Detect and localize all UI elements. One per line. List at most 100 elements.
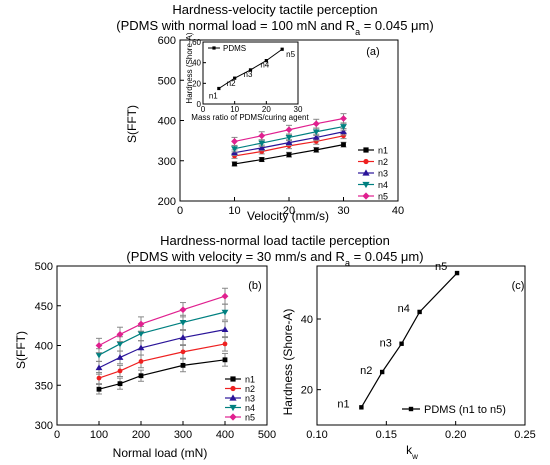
panel-c-point-label: n1 (337, 398, 349, 410)
panel-b-point-n3 (221, 326, 229, 332)
inset-point (233, 76, 237, 80)
inset-legend-marker (212, 46, 216, 50)
panel-c-xlabel: kw (406, 443, 418, 461)
panel-b-point-n4 (116, 341, 124, 348)
panel-b-legend-marker (229, 413, 237, 421)
panel-c-xtick-label: 0.20 (445, 429, 466, 441)
inset-point-label: n5 (286, 50, 295, 59)
panel-c-point-label: n5 (435, 261, 447, 273)
panel-b-ylabel: S(FFT) (14, 331, 28, 369)
panel-b-point-n3 (137, 344, 145, 351)
panel-b-point-n4 (95, 352, 103, 359)
inset-point-label: n3 (244, 70, 253, 79)
panel-b-subtitle: (PDMS with velocity = 30 mm/s and Ra = 0… (126, 249, 423, 268)
panel-b-legend-label: n3 (245, 394, 255, 404)
panel-b-ytick-label: 500 (35, 261, 53, 273)
panel-c-point-label: n3 (380, 338, 392, 350)
inset-point (248, 68, 253, 72)
panel-b-point-n2 (222, 341, 228, 347)
panel-b-point-n5 (179, 306, 187, 314)
inset-point-label: n4 (260, 61, 269, 70)
inset-ylabel: Hardness (Shore-A) (185, 32, 194, 103)
panel-b-legend-label: n4 (245, 403, 255, 413)
panel-b-xtick-label: 500 (258, 429, 276, 441)
panel-b-xtick-label: 200 (132, 429, 150, 441)
panel-a-legend-marker (362, 169, 370, 176)
panel-b-point-n3 (95, 364, 103, 371)
inset-point (217, 86, 221, 91)
panel-c-ytick-label: 40 (301, 314, 313, 326)
panel-a-legend-label: n2 (378, 157, 388, 167)
panel-b-line-n2 (98, 343, 226, 379)
panel-b-tag: (b) (248, 280, 261, 292)
panel-a-point-n4 (231, 146, 238, 153)
panel-b-ytick-label: 450 (35, 301, 53, 313)
panel-a-point-n4 (285, 135, 293, 141)
panel-a-legend-marker (362, 192, 370, 200)
panel-c: 0.10 0.15 0.20 0.25 20 40 n1 n2 n3 n4 n5 PDMS (n1 t… (301, 261, 536, 441)
panel-b-point-n5 (221, 292, 229, 300)
inset-point-label: n1 (209, 92, 218, 101)
panel-a-legend-label: n1 (378, 146, 388, 156)
panel-a-point-n4 (340, 124, 347, 130)
inset-xtick-label: 30 (294, 105, 303, 114)
panel-b-legend-marker (229, 404, 237, 412)
panel-c-xtick-label: 0.10 (306, 429, 327, 441)
panel-b-legend-label: n2 (245, 384, 255, 394)
panel-b-ytick-label: 350 (35, 380, 53, 392)
inset-point (280, 47, 284, 51)
panel-a-point-n1 (313, 147, 319, 153)
panel-a-point-n5 (231, 138, 238, 145)
panel-b: 0 100 200 300 400 500 300 350 400 450 500 n1n2n3n4n… (35, 261, 277, 441)
panel-b-point-n5 (137, 320, 145, 328)
panel-a-point-n3 (312, 134, 320, 140)
panel-b-point-n1 (222, 357, 228, 363)
panel-a-point-n4 (312, 129, 320, 136)
panel-b-ytick-label: 300 (35, 420, 53, 432)
panel-a-ytick-label: 500 (158, 75, 176, 87)
panel-a-tag: (a) (366, 46, 379, 58)
panel-a-point-n3 (340, 128, 347, 135)
panel-a-legend-marker (362, 181, 370, 189)
panel-b-point-n4 (221, 309, 229, 316)
panel-a-subtitle: (PDMS with normal load = 100 mN and Ra =… (116, 18, 433, 37)
panel-b-point-n4 (137, 331, 145, 337)
panel-b-xlabel: Normal load (mN) (113, 446, 208, 460)
panel-a-legend-marker (363, 147, 369, 153)
panel-b-xtick-label: 0 (54, 429, 60, 441)
panel-a-legend-marker (363, 158, 369, 165)
inset-point (264, 59, 268, 63)
panel-b-point-n2 (138, 359, 144, 364)
panel-b-point-n2 (180, 349, 186, 355)
panel-a-xtick-label: 30 (337, 205, 349, 217)
inset-ytick-label: 20 (192, 79, 201, 88)
panel-a-point-n1 (259, 157, 265, 162)
panel-b-frame (56, 265, 268, 426)
panel-b-point-n2 (96, 375, 102, 381)
panel-a-legend-label: n3 (378, 169, 388, 179)
panel-a-xlabel: Velocity (mm/s) (247, 209, 329, 223)
panel-c-point (399, 341, 404, 346)
panel-b-title: Hardness-normal load tactile perception (160, 233, 390, 248)
panel-a-point-n3 (285, 139, 293, 146)
panel-a-point-n1 (286, 152, 292, 158)
panel-a-ytick-label: 400 (158, 116, 176, 128)
inset-xtick-label: 0 (201, 105, 206, 114)
inset-point-label: n2 (227, 79, 236, 88)
panel-a-point-n1 (341, 142, 346, 148)
panel-c-line (360, 272, 458, 408)
panel-c-point-label: n4 (398, 303, 410, 315)
panel-a-point-n5 (258, 132, 266, 140)
panel-b-point-n1 (180, 362, 186, 368)
panel-a-xtick-label: 20 (283, 205, 295, 217)
panel-b-point-n1 (138, 373, 144, 379)
panel-c-point (379, 369, 385, 375)
panel-a-xtick-label: 10 (228, 205, 240, 217)
inset-legend-label: PDMS (223, 44, 246, 53)
panel-c-point (359, 405, 364, 410)
panel-a-point-n5 (285, 126, 293, 134)
panel-a-title: Hardness-velocity tactile perception (172, 2, 377, 17)
inset-frame (202, 41, 299, 105)
panel-b-point-n3 (179, 334, 187, 340)
